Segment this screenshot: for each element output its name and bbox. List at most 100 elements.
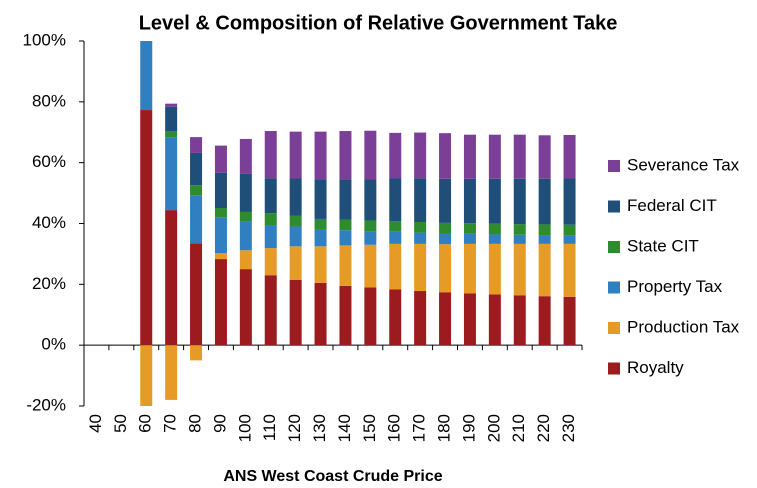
bar-segment — [339, 131, 352, 180]
bar-segment — [239, 173, 252, 212]
bar-segment — [414, 232, 427, 244]
bar-segment — [463, 233, 476, 244]
x-tick-label: 160 — [385, 414, 404, 442]
y-tick-label: 0% — [41, 335, 66, 354]
y-tick-label: 20% — [32, 274, 66, 293]
bar-segment — [339, 285, 352, 346]
bar-segment — [364, 130, 377, 180]
bar-segment — [563, 235, 576, 244]
bar-segment — [364, 287, 377, 346]
bar-segment — [513, 295, 526, 346]
bar-segment — [190, 185, 203, 196]
bar-segment — [239, 138, 252, 174]
chart-title: Level & Composition of Relative Governme… — [139, 12, 618, 34]
bar-segment — [214, 207, 227, 218]
bar-segment — [264, 178, 277, 214]
bar-segment — [538, 243, 551, 297]
bar-segment — [439, 244, 452, 293]
bar-segment — [463, 293, 476, 346]
legend-swatch — [608, 241, 620, 253]
bar-segment — [314, 131, 327, 181]
bar-segment — [289, 279, 302, 346]
bar-segment — [289, 178, 302, 216]
y-tick-label: 100% — [23, 30, 66, 49]
bar-segment — [563, 178, 576, 225]
bar-segment — [165, 137, 178, 211]
x-tick-label: 190 — [459, 414, 478, 442]
bar-segment — [165, 131, 178, 138]
x-axis-title: ANS West Coast Crude Price — [223, 468, 442, 485]
bar-segment — [463, 223, 476, 234]
bar-segment — [264, 225, 277, 249]
bar-segment — [364, 220, 377, 232]
bar-segment — [513, 178, 526, 225]
legend-swatch — [608, 362, 620, 375]
bar-segment — [563, 296, 576, 346]
bar-segment — [214, 145, 227, 173]
x-tick-label: 230 — [559, 414, 578, 442]
legend-swatch — [608, 160, 620, 172]
bar-segment — [190, 243, 203, 346]
bar-segment — [239, 250, 252, 270]
y-tick-label: 80% — [32, 91, 66, 110]
bar-segment — [513, 234, 526, 244]
bar-segment — [339, 245, 352, 286]
bar-segment — [314, 180, 327, 219]
bar-segment — [513, 134, 526, 179]
bar-segment — [239, 221, 252, 251]
bar-segment — [538, 296, 551, 346]
bar-segment — [339, 179, 352, 220]
bar-segment — [314, 246, 327, 283]
bar-segment — [414, 178, 427, 222]
bar-segment — [414, 243, 427, 292]
bar-segment — [488, 243, 501, 295]
bar-segment — [364, 179, 377, 221]
x-tick-label: 60 — [136, 414, 155, 433]
bar-segment — [488, 223, 501, 235]
bar-segment — [439, 178, 452, 223]
bar-segment — [314, 229, 327, 247]
legend-swatch — [608, 200, 620, 213]
y-tick-label: -20% — [26, 395, 66, 414]
x-tick-label: 120 — [285, 414, 304, 442]
bar-segment — [488, 178, 501, 224]
bar-segment — [439, 222, 452, 234]
legend-label: Production Tax — [627, 317, 740, 336]
bar-segment — [439, 133, 452, 179]
bar-segment — [439, 292, 452, 346]
bar-segment — [214, 253, 227, 260]
bar-segment — [214, 217, 227, 254]
bar-segment — [264, 275, 277, 346]
x-tick-label: 150 — [360, 414, 379, 442]
legend-label: State CIT — [627, 236, 699, 255]
bar-segment — [140, 41, 153, 111]
legend-label: Royalty — [627, 358, 684, 377]
y-tick-label: 40% — [32, 213, 66, 232]
bar-segment — [389, 178, 402, 222]
bar-segment — [389, 132, 402, 179]
bar-segment — [414, 132, 427, 179]
x-tick-label: 80 — [186, 414, 205, 433]
bar-segment — [538, 235, 551, 244]
bar-segment — [165, 103, 178, 107]
bar-segment — [140, 345, 153, 406]
x-tick-label: 140 — [335, 414, 354, 442]
bar-segment — [140, 110, 153, 346]
x-tick-label: 70 — [161, 414, 180, 433]
bar-segment — [190, 152, 203, 186]
bar-segment — [389, 221, 402, 232]
bar-segment — [339, 219, 352, 231]
bar-segment — [488, 234, 501, 244]
x-tick-label: 100 — [235, 414, 254, 442]
bar-segment — [264, 213, 277, 226]
bar-segment — [538, 224, 551, 236]
bar-segment — [389, 231, 402, 244]
bar-segment — [463, 243, 476, 294]
bar-segment — [264, 131, 277, 179]
x-tick-label: 170 — [410, 414, 429, 442]
bar-segment — [239, 269, 252, 346]
bar-segment — [563, 224, 576, 236]
bar-segment — [190, 345, 203, 361]
bar-segment — [389, 289, 402, 346]
